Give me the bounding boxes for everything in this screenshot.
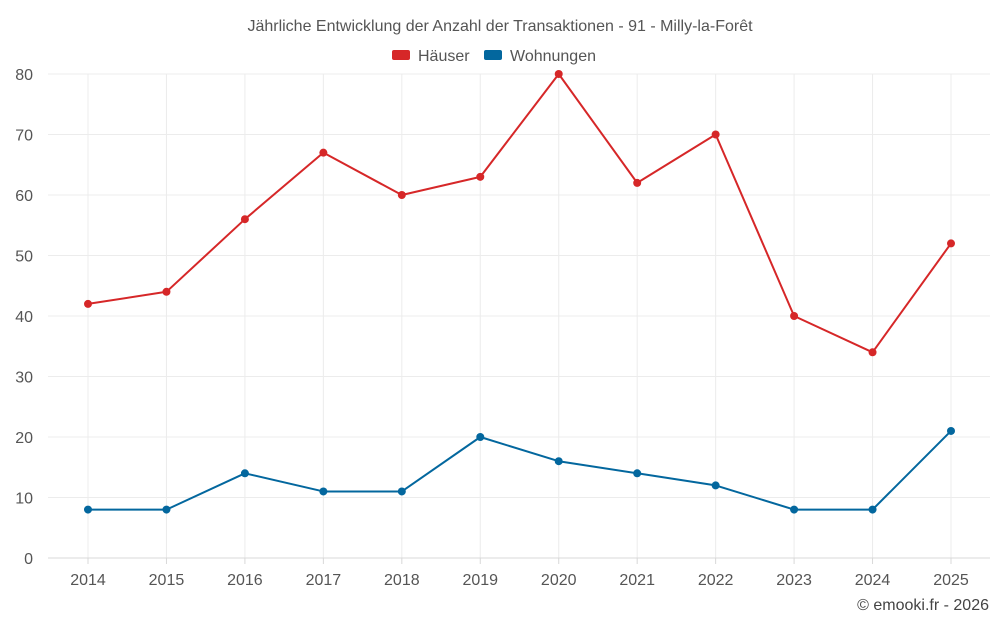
x-tick-label: 2017 — [306, 572, 342, 589]
y-gridlines — [48, 74, 990, 498]
y-tick-label: 20 — [15, 430, 33, 447]
data-point-wohnungen[interactable] — [947, 427, 955, 435]
x-tick-label: 2016 — [227, 572, 263, 589]
data-point-haeuser[interactable] — [241, 215, 249, 223]
legend-label-haeuser[interactable]: Häuser — [418, 48, 470, 65]
data-point-haeuser[interactable] — [398, 191, 406, 199]
legend-swatch-wohnungen — [484, 50, 502, 60]
data-point-haeuser[interactable] — [790, 312, 798, 320]
data-point-wohnungen[interactable] — [319, 487, 327, 495]
x-tick-label: 2015 — [149, 572, 185, 589]
x-tick-label: 2025 — [933, 572, 969, 589]
data-point-haeuser[interactable] — [84, 300, 92, 308]
data-point-haeuser[interactable] — [712, 131, 720, 139]
x-axis: 2014 2015 2016 2017 2018 2019 2020 2021 2022 2023… — [70, 558, 969, 589]
data-point-haeuser[interactable] — [555, 70, 563, 78]
x-tick-label: 2024 — [855, 572, 891, 589]
x-tick-label: 2022 — [698, 572, 734, 589]
data-point-wohnungen[interactable] — [790, 506, 798, 514]
x-tick-label: 2023 — [776, 572, 812, 589]
x-tick-label: 2014 — [70, 572, 106, 589]
legend-label-wohnungen[interactable]: Wohnungen — [510, 48, 596, 65]
data-point-haeuser[interactable] — [162, 288, 170, 296]
data-point-wohnungen[interactable] — [869, 506, 877, 514]
line-chart: Jährliche Entwicklung der Anzahl der Tra… — [0, 0, 1000, 625]
series-layer — [84, 70, 955, 514]
x-tick-label: 2019 — [462, 572, 498, 589]
y-tick-label: 10 — [15, 491, 33, 508]
data-point-wohnungen[interactable] — [398, 487, 406, 495]
y-tick-label: 50 — [15, 249, 33, 266]
series-line-haeuser — [88, 74, 951, 352]
y-tick-label: 0 — [24, 551, 33, 568]
data-point-haeuser[interactable] — [476, 173, 484, 181]
y-axis: 0 10 20 30 40 50 60 70 80 — [15, 67, 33, 568]
x-tick-label: 2021 — [619, 572, 655, 589]
data-point-haeuser[interactable] — [869, 348, 877, 356]
data-point-haeuser[interactable] — [319, 149, 327, 157]
data-point-wohnungen[interactable] — [633, 469, 641, 477]
credit-text: © emooki.fr - 2026 — [857, 597, 989, 614]
data-point-wohnungen[interactable] — [241, 469, 249, 477]
data-point-wohnungen[interactable] — [84, 506, 92, 514]
data-point-wohnungen[interactable] — [162, 506, 170, 514]
y-tick-label: 80 — [15, 67, 33, 84]
legend-swatch-haeuser — [392, 50, 410, 60]
chart-title: Jährliche Entwicklung der Anzahl der Tra… — [247, 18, 753, 35]
data-point-haeuser[interactable] — [947, 239, 955, 247]
y-tick-label: 60 — [15, 188, 33, 205]
legend: Häuser Wohnungen — [392, 48, 596, 65]
x-tick-label: 2018 — [384, 572, 420, 589]
data-point-wohnungen[interactable] — [476, 433, 484, 441]
y-tick-label: 70 — [15, 128, 33, 145]
y-tick-label: 40 — [15, 309, 33, 326]
data-point-wohnungen[interactable] — [712, 481, 720, 489]
x-tick-label: 2020 — [541, 572, 577, 589]
data-point-wohnungen[interactable] — [555, 457, 563, 465]
y-tick-label: 30 — [15, 370, 33, 387]
data-point-haeuser[interactable] — [633, 179, 641, 187]
